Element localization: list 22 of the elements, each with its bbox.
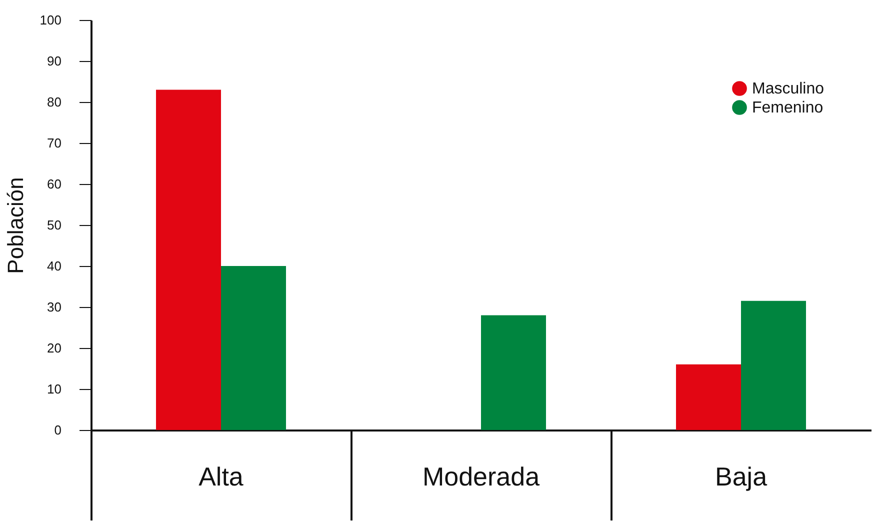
legend-label: Femenino [752, 100, 824, 116]
y-tick-label: 40 [47, 258, 62, 274]
x-tick-label: Baja [714, 462, 768, 492]
x-tick-label: Moderada [422, 462, 540, 492]
bar [676, 364, 741, 430]
bar [741, 300, 806, 430]
y-tick-label: 100 [40, 12, 62, 28]
y-tick-label: 30 [47, 300, 62, 314]
y-tick-label: 90 [47, 54, 62, 68]
legend-label: Masculino [752, 80, 824, 98]
y-tick-label: 50 [47, 218, 62, 232]
x-tick-label: Alta [198, 462, 244, 492]
y-tick-label: 80 [47, 94, 62, 110]
bar [481, 315, 546, 430]
bar [156, 90, 221, 430]
y-axis-title: Población [2, 177, 28, 274]
bar [221, 266, 286, 430]
y-tick-label: 10 [47, 382, 62, 396]
y-tick-label: 20 [47, 340, 62, 356]
y-tick-label: 60 [47, 176, 62, 192]
y-tick-label: 0 [54, 422, 62, 438]
y-tick-label: 70 [47, 136, 62, 150]
